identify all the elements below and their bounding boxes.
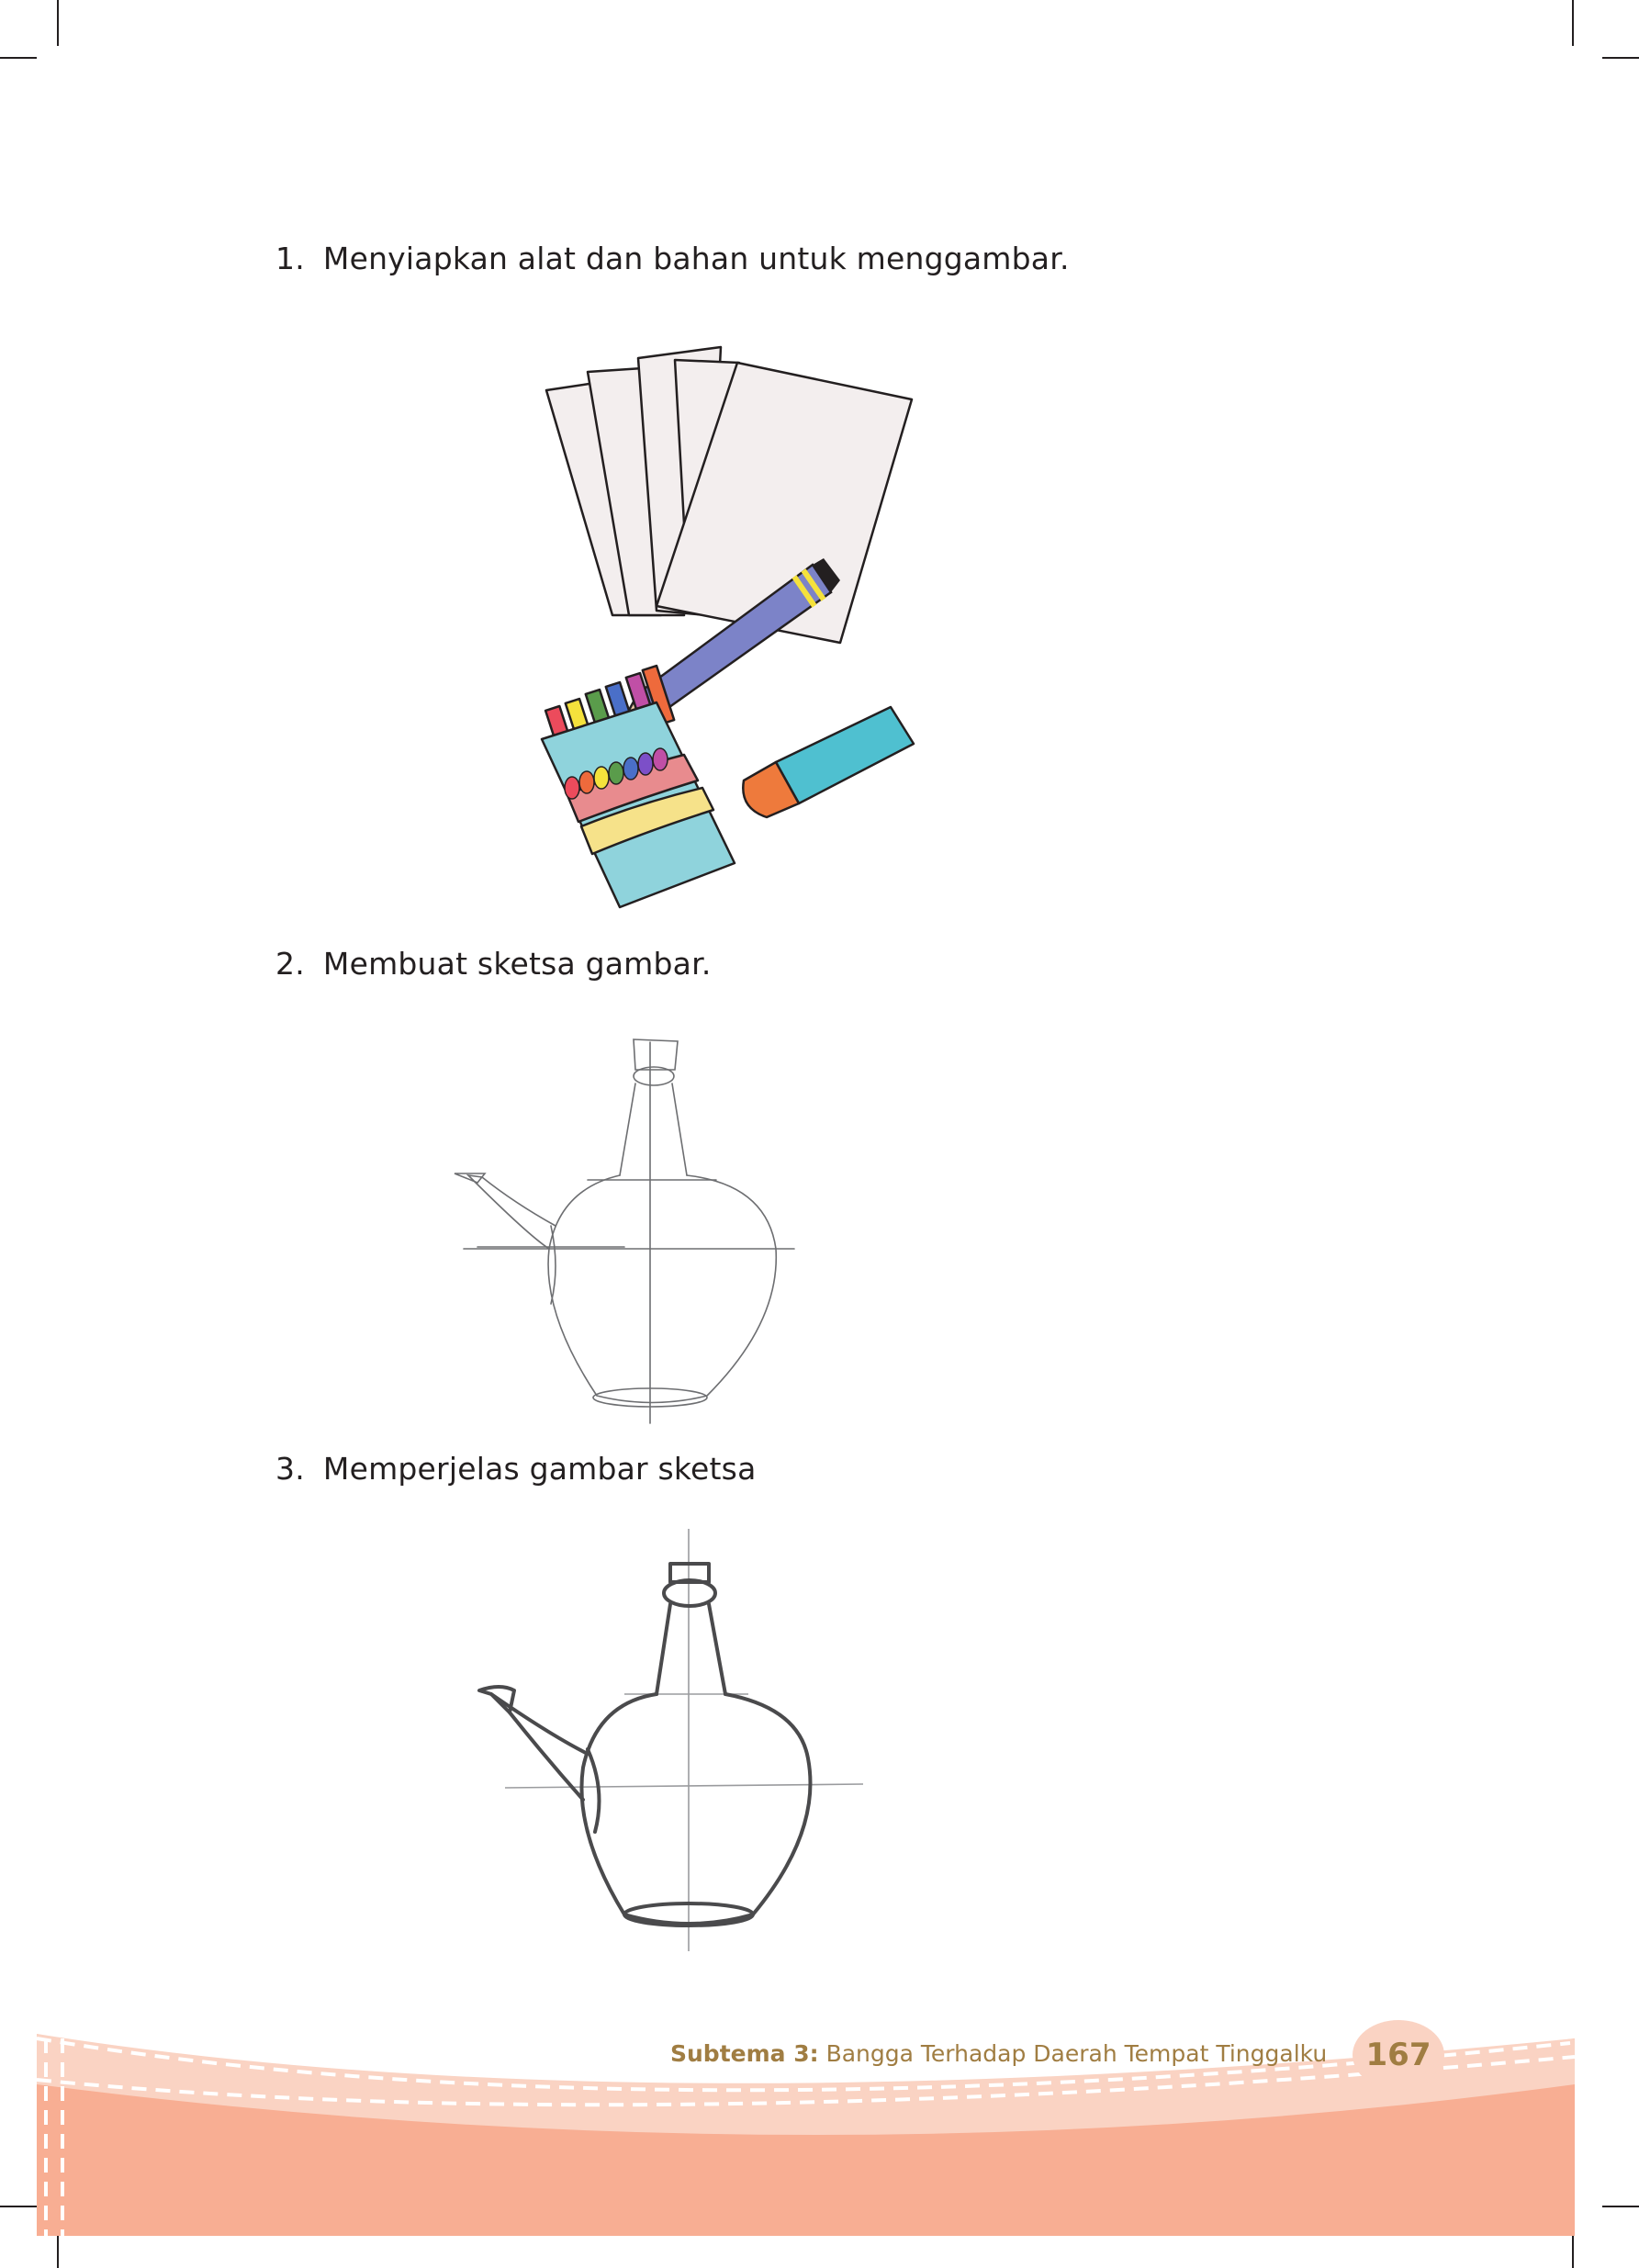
eraser-icon [742,705,915,819]
footer-band [36,2034,1576,2236]
step-number: 1. [275,241,305,276]
drawing-tools-illustration [540,345,915,909]
crop-mark [57,2231,59,2268]
crop-mark [0,57,37,59]
crop-mark [57,0,59,46]
crop-mark [1572,2231,1574,2268]
crop-mark [1602,2206,1639,2207]
teapot-sketch-icon [454,1039,795,1424]
step-text: Membuat sketsa gambar. [322,946,712,982]
paper-icon [544,345,914,645]
crayon-box-icon [540,664,736,909]
step-1: 1. Menyiapkan alat dan bahan untuk mengg… [275,241,1070,276]
footer-subtheme: Subtema 3: Bangga Terhadap Daerah Tempat… [670,2040,1327,2067]
subtheme-title: Bangga Terhadap Daerah Tempat Tinggalku [825,2040,1328,2067]
crop-mark [0,2206,37,2207]
step-2: 2. Membuat sketsa gambar. [275,946,712,982]
page-number: 167 [1353,2020,1444,2090]
crop-mark [1602,57,1639,59]
step-text: Memperjelas gambar sketsa [322,1451,757,1487]
subtheme-label: Subtema 3: [670,2040,819,2067]
step-number: 2. [275,946,305,982]
step-text: Menyiapkan alat dan bahan untuk menggamb… [322,241,1070,276]
step-3: 3. Memperjelas gambar sketsa [275,1451,757,1487]
teapot-refined-icon [477,1529,864,1951]
crop-mark [1572,0,1574,46]
step-number: 3. [275,1451,305,1487]
